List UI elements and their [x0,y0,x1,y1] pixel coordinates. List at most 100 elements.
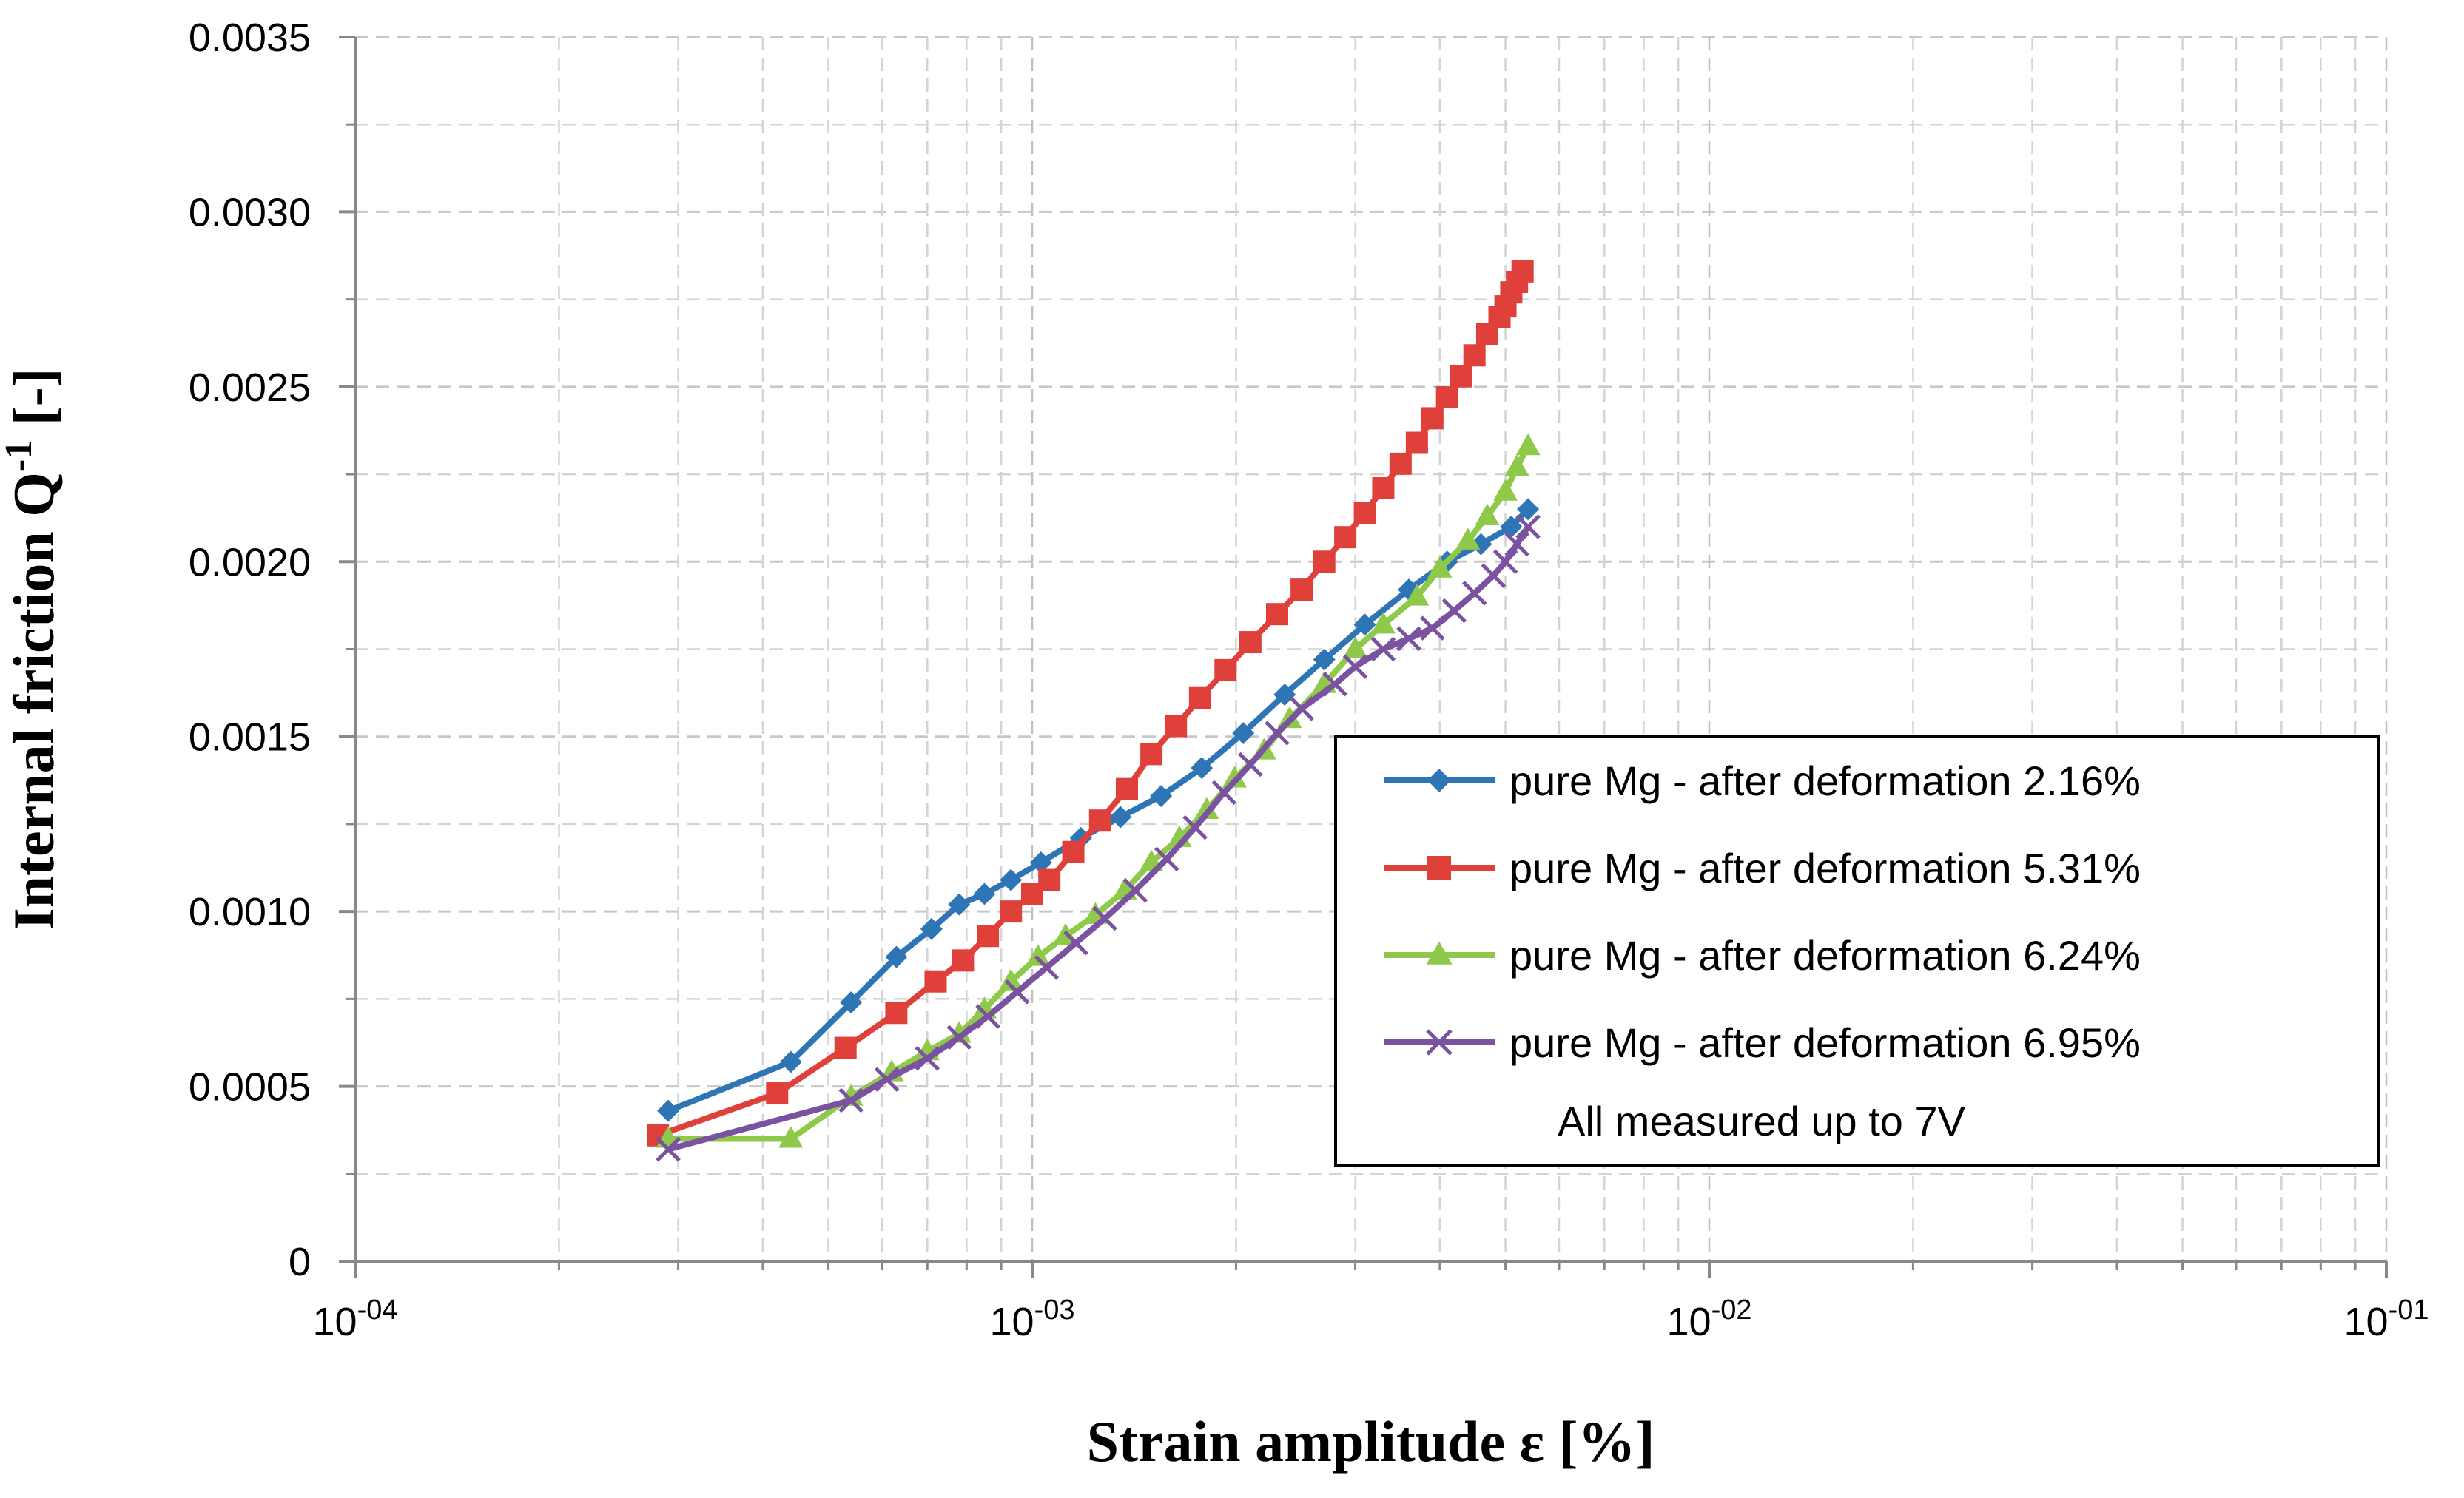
series-4-point-8 [1063,930,1088,956]
series-4-point-7 [1034,955,1060,980]
series-1-point-8 [1029,851,1052,874]
series-1-point-16 [1353,613,1376,636]
series-4-point-10 [1122,878,1148,903]
legend-marker-4 [1426,1029,1453,1056]
series-4-point-5 [975,1004,1000,1029]
series-3-point-7 [998,968,1023,991]
series-1-point-19 [1470,533,1492,556]
series-1-line [667,507,1531,1114]
y-tick-label-1: 0.0005 [189,1065,311,1110]
series-1-point-6 [973,883,996,905]
series-2-point-5 [952,949,975,972]
series-2-point-11 [1088,809,1111,832]
series-3-point-23 [1455,527,1481,550]
series-4-point-18 [1342,654,1368,679]
series-2-point-29 [1463,344,1486,367]
series-2-point-12 [1115,777,1138,800]
y-tick-label-3: 0.0015 [189,715,311,760]
series-1-point-3 [885,945,908,968]
series-1-point-13 [1232,721,1255,744]
x-tick-label-0: 10-04 [313,1295,398,1344]
series-2-point-13 [1140,743,1163,766]
legend-label-4: pure Mg - after deformation 6.95% [1509,1019,2141,1066]
legend-marker-3 [1426,941,1453,965]
series-2-point-10 [1062,840,1085,863]
series-4-point-0 [656,1136,681,1162]
series-2-point-19 [1290,578,1313,601]
series-2-point-25 [1405,431,1428,454]
series-4-point-2 [874,1067,900,1092]
y-tick-label-6: 0.0030 [189,190,311,235]
series-1-point-2 [840,991,863,1014]
series-2-point-22 [1353,502,1376,524]
series-2-point-23 [1372,476,1395,499]
series-3-point-27 [1515,433,1541,456]
series-2-point-7 [1000,900,1023,923]
series-1-point-21 [1517,498,1540,521]
series-4-point-15 [1265,721,1290,746]
series-3-point-19 [1343,636,1368,658]
legend-note: All measured up to 7V [1558,1098,1966,1144]
series-4-point-14 [1238,752,1263,777]
series-4-point-13 [1211,780,1236,806]
legend-label-2: pure Mg - after deformation 5.31% [1509,845,2141,891]
series-2-point-2 [834,1036,857,1059]
series-1-point-10 [1109,806,1132,829]
legend: pure Mg - after deformation 2.16% pure Mg… [1334,735,2380,1167]
series-1 [657,498,1540,1122]
series-4-point-1 [838,1087,864,1113]
series-2-point-18 [1265,603,1288,626]
x-tick-label-1: 10-03 [990,1295,1075,1344]
series-4-point-20 [1396,626,1421,652]
series-3-point-1 [778,1126,804,1148]
series-layer [647,260,1541,1162]
series-2-point-1 [766,1082,789,1105]
series-2-point-21 [1334,526,1357,549]
x-tick-label-2: 10-02 [1667,1295,1752,1344]
series-4-point-26 [1504,531,1529,557]
series-2-point-17 [1239,631,1262,654]
series-3-point-20 [1370,612,1396,634]
series-3-point-14 [1194,797,1219,820]
series-4-point-11 [1154,846,1179,871]
series-1-point-5 [948,893,971,916]
series-4-point-22 [1441,598,1467,624]
series-2-point-15 [1188,686,1211,709]
series-2-point-35 [1511,260,1534,283]
series-4-point-25 [1492,549,1518,575]
series-3-point-8 [1026,944,1051,966]
series-1-point-12 [1191,757,1214,780]
series-2-point-26 [1421,407,1444,430]
legend-marker-1 [1427,769,1451,792]
series-2-point-3 [885,1002,908,1025]
series-4-point-12 [1182,814,1208,840]
series-3-point-22 [1427,556,1453,578]
axes-layer: 0 0.0005 0.0010 0.0015 0.0020 0.0025 0.0030 0.0… [189,16,2429,1344]
series-2-point-28 [1450,365,1472,388]
series-2-point-20 [1313,550,1336,573]
x-tick-label-3: 10-01 [2344,1295,2429,1344]
series-4-point-4 [946,1025,972,1050]
series-2-point-27 [1435,386,1458,409]
series-1-point-20 [1500,516,1523,538]
series-4-point-6 [1004,979,1030,1005]
legend-marker-2 [1427,856,1451,880]
series-1-point-7 [1000,868,1023,891]
series-2-point-9 [1038,868,1061,891]
series-3-point-25 [1493,479,1518,501]
legend-label-3: pure Mg - after deformation 6.24% [1509,932,2141,979]
series-2-point-24 [1389,452,1412,475]
legend-label-1: pure Mg - after deformation 2.16% [1509,758,2141,804]
series-2-point-16 [1214,658,1237,681]
series-4-point-17 [1322,672,1347,697]
series-1-point-14 [1273,683,1296,706]
y-axis-title: Internal friction Q-1 [-] [0,368,66,930]
series-4-point-19 [1370,636,1396,662]
series-1-point-4 [920,917,943,940]
series-3-point-15 [1222,766,1247,788]
x-axis-title: Strain amplitude ε [%] [1087,1409,1655,1474]
legend-box [1334,735,2380,1167]
series-4 [656,514,1541,1162]
series-3-point-26 [1504,454,1529,476]
